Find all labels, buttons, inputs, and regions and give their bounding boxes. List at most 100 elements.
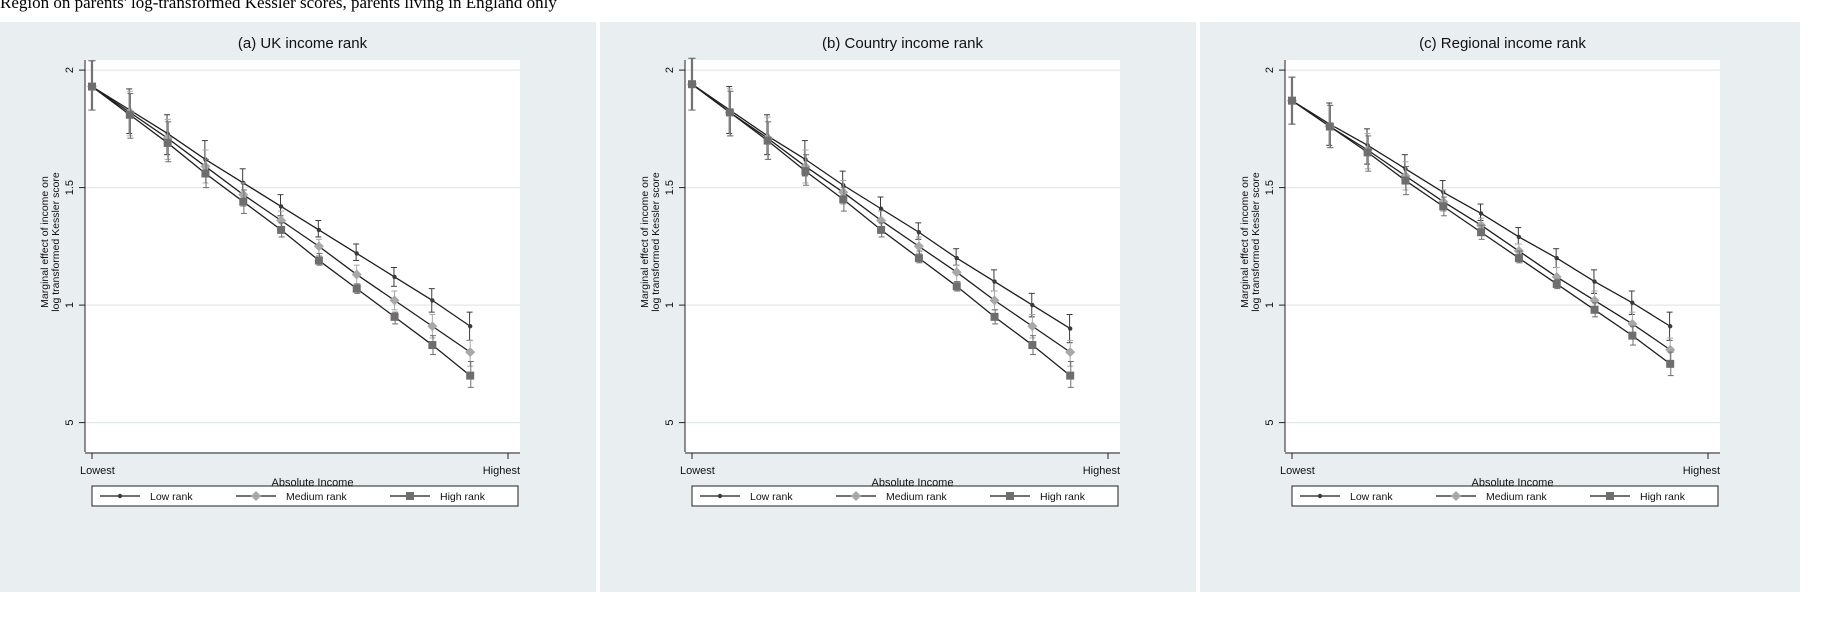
data-point (1628, 331, 1637, 340)
y-tick-label: 5 (64, 420, 76, 426)
data-point (278, 204, 284, 209)
data-point (239, 197, 248, 206)
y-tick-label: 1.5 (1264, 180, 1276, 195)
data-point (1551, 271, 1562, 282)
data-point (390, 312, 399, 321)
data-point (1066, 371, 1075, 380)
series-high-rank (688, 57, 1075, 388)
data-point (354, 251, 359, 256)
data-point (1630, 300, 1635, 305)
legend-marker (1317, 493, 1323, 499)
data-point (1439, 202, 1448, 211)
legend-item-low-rank: Low rank (700, 491, 793, 503)
chart-title: (c) Regional income rank (1419, 35, 1586, 52)
x-tick-label: Lowest (1280, 465, 1315, 477)
y-axis-label: log transformed Kessler score (1250, 172, 1262, 312)
data-point (954, 255, 959, 261)
plot-area (685, 60, 1120, 452)
legend-item-medium-rank: Medium rank (1436, 491, 1547, 503)
legend-box (1291, 485, 1719, 507)
legend-marker (851, 491, 861, 501)
y-tick-label: 1 (664, 302, 676, 308)
plot-area (85, 60, 520, 452)
legend-label: High rank (1040, 491, 1086, 503)
legend-marker (117, 493, 123, 499)
legend-label: High rank (1640, 491, 1686, 503)
y-tick-label: 5 (1264, 420, 1276, 426)
y-axis-label: Marginal effect of income on (1239, 176, 1251, 308)
figure-caption: Region on parents' log-transformed Kessl… (0, 0, 557, 12)
x-tick-label: Lowest (680, 465, 715, 477)
data-point (913, 241, 924, 252)
data-point (1477, 228, 1486, 237)
y-tick-label: 1 (64, 302, 76, 308)
y-tick-label: 1.5 (64, 180, 76, 195)
data-point (427, 321, 438, 332)
legend-box (91, 485, 519, 507)
data-point (1325, 122, 1334, 131)
series-high-rank (88, 60, 475, 388)
x-tick-label: Highest (483, 465, 520, 477)
data-point (1666, 359, 1675, 368)
y-tick-label: 5 (664, 420, 676, 426)
data-point (1592, 279, 1597, 284)
data-point (467, 324, 473, 329)
data-point (914, 254, 923, 263)
series-high-rank (1288, 76, 1675, 377)
plot-area (1285, 60, 1720, 452)
legend-label: High rank (440, 491, 486, 503)
x-tick-label: Highest (1683, 465, 1720, 477)
data-point (951, 267, 962, 278)
data-point (763, 136, 772, 145)
data-point (88, 82, 96, 91)
y-tick-label: 1.5 (664, 180, 676, 195)
data-point (838, 187, 849, 198)
data-point (1516, 234, 1522, 240)
data-point (992, 279, 997, 284)
chart-title: (b) Country income rank (822, 35, 983, 52)
y-tick-label: 1 (1264, 302, 1276, 308)
data-point (313, 241, 324, 252)
y-tick-label: 2 (1264, 67, 1276, 73)
data-point (1478, 211, 1484, 216)
data-point (801, 167, 810, 176)
data-point (1065, 347, 1076, 358)
data-point (1027, 321, 1038, 332)
legend-marker (1606, 492, 1614, 500)
data-point (725, 108, 734, 117)
data-point (351, 269, 362, 280)
legend-item-medium-rank: Medium rank (836, 491, 947, 503)
chart-panel-2: (b) Country income rank 5 1 1.5 2 Lowest Highe… (600, 22, 1196, 592)
legend-label: Low rank (150, 491, 193, 503)
data-point (916, 230, 922, 235)
data-point (1030, 302, 1035, 308)
y-axis-label: Marginal effect of income on (39, 176, 51, 308)
data-point (1667, 324, 1673, 329)
series-low-rank (1288, 76, 1673, 341)
chart-title: (a) UK income rank (238, 35, 368, 52)
data-point (989, 295, 1000, 306)
data-point (1665, 344, 1676, 355)
legend-marker (406, 492, 414, 500)
legend-item-high-rank: High rank (990, 491, 1086, 503)
data-point (1514, 254, 1523, 263)
data-point (1028, 341, 1037, 350)
data-point (314, 256, 323, 265)
legend-label: Low rank (1350, 491, 1393, 503)
chart-panel-3: (c) Regional income rank 5 1 1.5 2 Lowest High… (1200, 22, 1800, 592)
legend-label: Medium rank (1486, 491, 1547, 503)
y-tick-label: 2 (664, 67, 676, 73)
data-point (352, 284, 361, 293)
data-point (428, 341, 437, 350)
y-tick-label: 2 (64, 67, 76, 73)
x-tick-label: Highest (1083, 465, 1120, 477)
legend-item-high-rank: High rank (390, 491, 486, 503)
data-point (277, 225, 286, 234)
data-point (1401, 176, 1410, 185)
legend-label: Medium rank (286, 491, 347, 503)
legend-marker (717, 493, 723, 499)
data-point (1552, 279, 1561, 288)
